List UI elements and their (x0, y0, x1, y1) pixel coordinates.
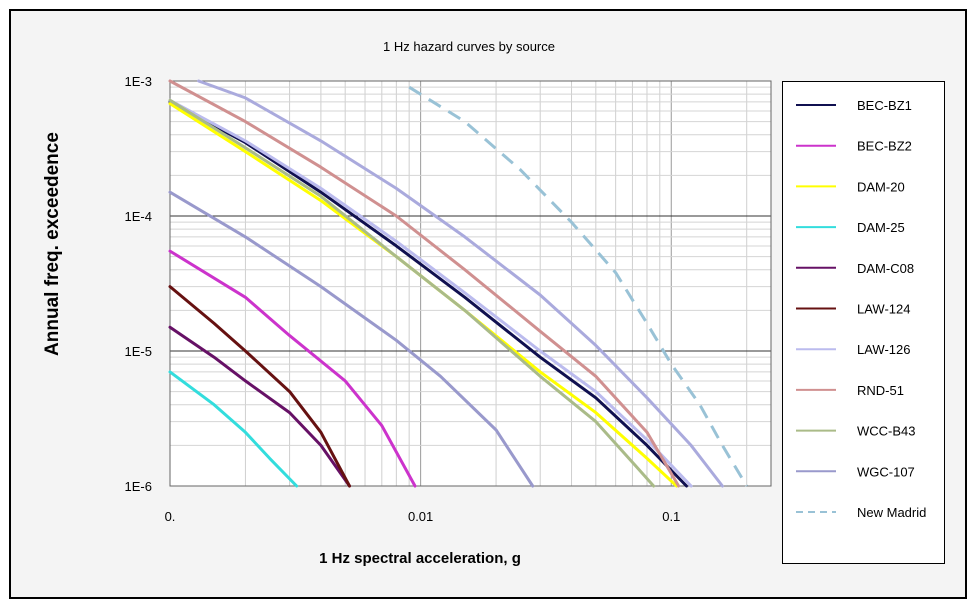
legend-label: BEC-BZ2 (857, 139, 912, 154)
legend-label: LAW-124 (857, 302, 910, 317)
legend-label: WGC-107 (857, 464, 915, 479)
legend-label: RND-51 (857, 383, 904, 398)
legend-label: DAM-C08 (857, 261, 914, 276)
legend-label: LAW-126 (857, 342, 910, 357)
legend-label: BEC-BZ1 (857, 98, 912, 113)
legend-label: WCC-B43 (857, 424, 916, 439)
legend-label: DAM-20 (857, 179, 905, 194)
legend-label: New Madrid (857, 505, 926, 520)
legend-label: DAM-25 (857, 220, 905, 235)
